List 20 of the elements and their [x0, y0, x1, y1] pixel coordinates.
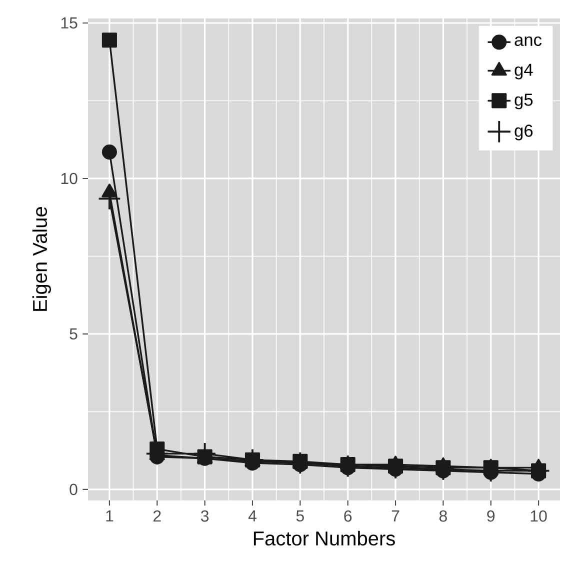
- x-tick-label: 2: [154, 510, 161, 522]
- x-tick-label: 5: [296, 510, 304, 522]
- x-tick-label: 10: [530, 510, 547, 522]
- legend-label: g4: [514, 64, 533, 80]
- legend-label: anc: [514, 36, 542, 46]
- x-tick-label: 4: [248, 510, 257, 522]
- x-tick-label: 9: [487, 510, 495, 522]
- y-tick-label: 15: [61, 17, 78, 29]
- x-tick-label: 8: [440, 510, 448, 522]
- x-tick-label: 6: [344, 510, 352, 522]
- y-axis-title: Eigen Value: [32, 207, 52, 311]
- legend-label: g5: [514, 94, 533, 110]
- x-axis-title: Factor Numbers: [254, 530, 396, 546]
- x-tick-label: 3: [201, 510, 209, 522]
- x-tick-label: 1: [106, 510, 114, 522]
- legend-label: g6: [514, 124, 533, 140]
- x-tick-label: 7: [392, 510, 400, 522]
- y-tick-label: 10: [61, 172, 78, 184]
- y-tick-label: 5: [70, 328, 78, 340]
- y-tick-label: 0: [70, 484, 78, 496]
